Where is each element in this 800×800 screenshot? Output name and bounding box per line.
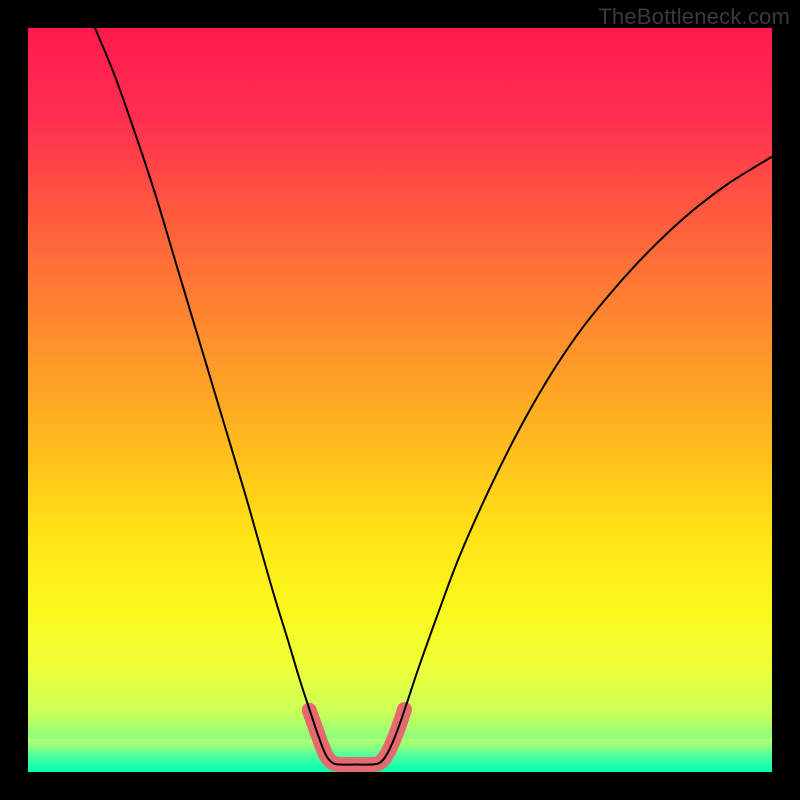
plot-background-gradient xyxy=(28,28,772,772)
watermark-text: TheBottleneck.com xyxy=(598,4,790,30)
plot-bottom-green-band xyxy=(28,739,772,772)
plot-frame xyxy=(28,28,772,772)
plot-inner xyxy=(28,28,772,772)
canvas-background: TheBottleneck.com xyxy=(0,0,800,800)
